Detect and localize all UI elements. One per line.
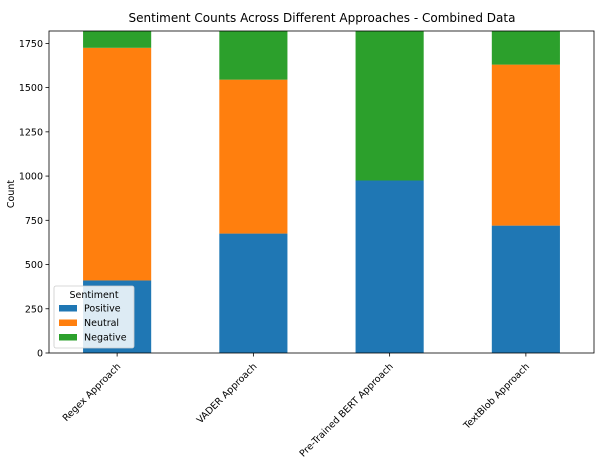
- legend-label-negative: Negative: [84, 333, 127, 344]
- bar-negative-3: [491, 31, 560, 65]
- chart-title: Sentiment Counts Across Different Approa…: [129, 11, 516, 25]
- legend-label-neutral: Neutral: [84, 318, 119, 329]
- y-tick-label: 500: [25, 260, 43, 271]
- y-tick-label: 1250: [19, 127, 43, 138]
- bar-neutral-1: [219, 79, 288, 234]
- legend-swatch-neutral: [59, 319, 77, 326]
- y-tick-label: 1000: [19, 172, 43, 183]
- y-tick-label: 750: [25, 216, 43, 227]
- bar-positive-1: [219, 233, 288, 353]
- y-axis-label: Count: [6, 180, 17, 208]
- legend-label-positive: Positive: [84, 304, 121, 315]
- x-tick-label: VADER Approach: [195, 361, 260, 426]
- y-tick-label: 250: [25, 304, 43, 315]
- x-tick-label: TextBlob Approach: [461, 361, 532, 432]
- bar-neutral-3: [491, 64, 560, 226]
- y-tick-label: 0: [37, 349, 43, 360]
- legend: Sentiment Positive Neutral Negative: [53, 285, 135, 349]
- y-tick-label: 1750: [19, 39, 43, 50]
- bar-negative-1: [219, 31, 288, 80]
- x-tick-label: Regex Approach: [61, 361, 124, 424]
- y-tick-label: 1500: [19, 83, 43, 94]
- legend-box: [53, 285, 135, 349]
- legend-swatch-positive: [59, 305, 77, 312]
- bar-negative-0: [83, 31, 152, 48]
- x-tick-label: Pre-Trained BERT Approach: [298, 361, 396, 459]
- bar-positive-2: [355, 180, 424, 353]
- bar-neutral-0: [83, 47, 152, 281]
- bar-negative-2: [355, 31, 424, 181]
- plot-frame: [48, 30, 595, 354]
- legend-swatch-negative: [59, 334, 77, 341]
- bar-positive-3: [491, 225, 560, 353]
- bars-layer: [83, 31, 560, 353]
- legend-title: Sentiment: [69, 290, 118, 301]
